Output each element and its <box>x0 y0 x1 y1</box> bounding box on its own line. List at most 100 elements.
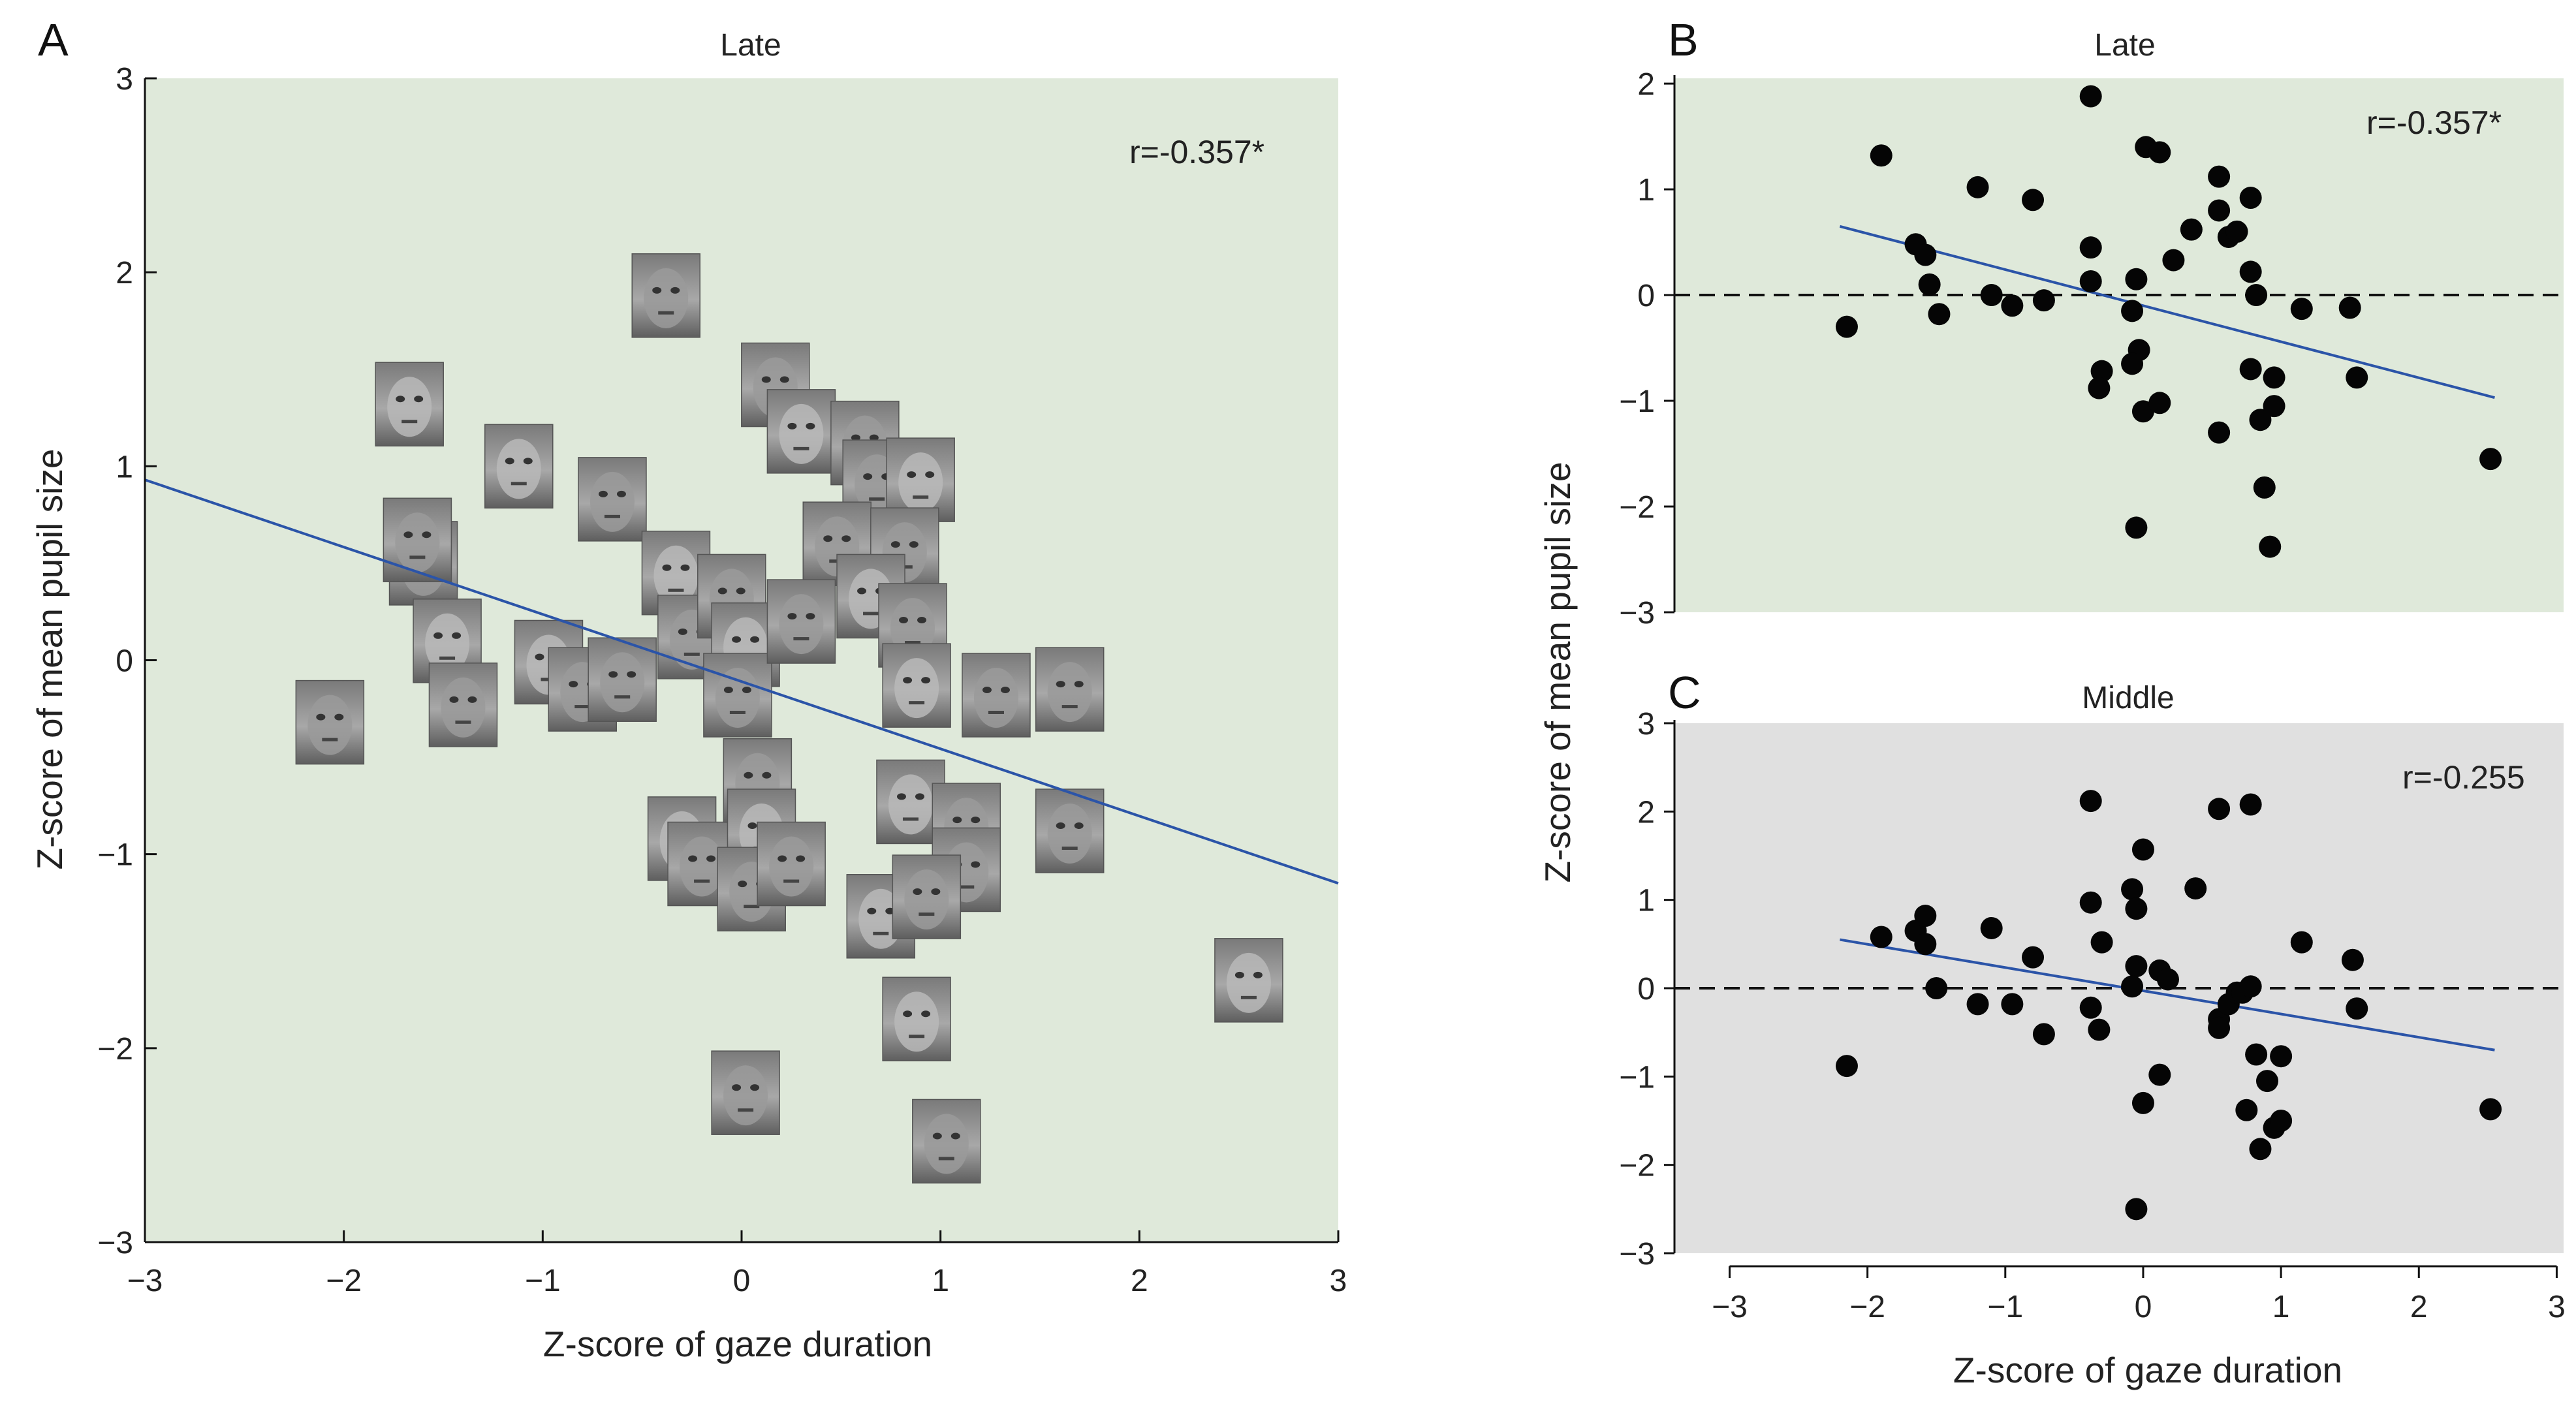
scatter-point <box>2090 931 2113 954</box>
x-tick-label: 3 <box>1330 1264 1347 1298</box>
scatter-point <box>2079 85 2102 108</box>
face-point <box>962 653 1031 738</box>
scatter-point <box>2290 931 2313 954</box>
x-tick-label: 1 <box>932 1264 949 1298</box>
y-tick-label: −2 <box>97 1032 133 1067</box>
scatter-point <box>2208 798 2231 820</box>
panel-b-trend-line <box>1839 225 2495 399</box>
panel-b-plot-area <box>1674 78 2564 612</box>
y-tick-label: 2 <box>1637 67 1655 102</box>
scatter-point <box>2256 1070 2278 1093</box>
scatter-point <box>2479 1098 2502 1121</box>
scatter-point <box>2032 289 2055 312</box>
scatter-point <box>2290 298 2313 320</box>
scatter-point <box>2022 189 2045 211</box>
x-tick-label: −3 <box>1712 1290 1748 1324</box>
panel-b-annotation: r=-0.357* <box>2366 104 2502 141</box>
scatter-point <box>2156 968 2179 991</box>
x-tick-label: −3 <box>127 1264 163 1298</box>
scatter-point <box>1870 144 1893 167</box>
panel-c-title: Middle <box>2082 681 2174 715</box>
face-point <box>484 424 554 509</box>
x-tick-label: 0 <box>733 1264 751 1298</box>
scatter-point <box>2239 975 2262 998</box>
y-tick-label: −1 <box>1619 1060 1655 1095</box>
scatter-point <box>1914 243 1937 266</box>
y-tick-label: −2 <box>1619 1149 1655 1183</box>
y-tick-label: 3 <box>116 62 133 97</box>
scatter-point <box>2131 400 2154 423</box>
face-point <box>631 253 700 338</box>
y-tick-label: 0 <box>1637 279 1655 313</box>
y-tick-label: −3 <box>97 1226 133 1260</box>
scatter-point <box>1914 933 1937 956</box>
scatter-point <box>2180 218 2203 241</box>
panel-a-xlabel: Z-score of gaze duration <box>543 1324 932 1364</box>
face-point <box>766 579 836 664</box>
panel-c: −3 −2 −1 0 1 2 3 −3 −2 −1 0 1 2 3 Middle r=-0.255 Z-s… <box>1619 681 2566 1390</box>
scatter-point <box>1914 905 1937 928</box>
scatter-point <box>2239 187 2262 210</box>
scatter-point <box>2125 897 2148 920</box>
y-tick-label: 1 <box>116 450 133 484</box>
y-tick-label: −2 <box>1619 490 1655 525</box>
scatter-point <box>2270 1110 2293 1132</box>
scatter-point <box>2125 955 2148 978</box>
scatter-point <box>2001 993 2024 1016</box>
y-tick-label: 0 <box>116 644 133 679</box>
panel-letter-b: B <box>1668 14 1699 65</box>
scatter-point <box>1966 176 1989 198</box>
scatter-point <box>1925 977 1948 999</box>
scatter-point <box>2079 236 2102 259</box>
scatter-point <box>2346 997 2368 1020</box>
x-tick-label: 2 <box>2410 1290 2428 1324</box>
scatter-point <box>1835 315 1858 338</box>
x-tick-label: 1 <box>2272 1290 2290 1324</box>
scatter-point <box>2263 366 2285 389</box>
scatter-point <box>2253 476 2276 499</box>
panel-b: −3 −2 −1 0 1 2 Late r=-0.357* <box>1619 28 2564 631</box>
scatter-point <box>2235 1099 2258 1121</box>
scatter-point <box>1980 284 2003 307</box>
panel-c-plot-area <box>1674 723 2564 1253</box>
face-point <box>757 821 826 907</box>
y-tick-label: −1 <box>97 838 133 873</box>
scatter-point <box>2245 284 2268 307</box>
panel-c-xlabel: Z-score of gaze duration <box>1953 1350 2342 1390</box>
scatter-point <box>2079 996 2102 1019</box>
panel-a-trend-line <box>144 478 1339 885</box>
scatter-point <box>2022 946 2045 969</box>
y-tick-label: −1 <box>1619 384 1655 419</box>
scatter-point <box>1835 1055 1858 1078</box>
x-tick-label: 3 <box>2548 1290 2566 1324</box>
scatter-point <box>2245 1043 2268 1066</box>
scatter-point <box>2239 260 2262 283</box>
scatter-point <box>2263 395 2285 418</box>
y-tick-label: 0 <box>1637 972 1655 1006</box>
scatter-point <box>1966 993 1989 1016</box>
y-tick-label: 1 <box>1637 173 1655 208</box>
scatter-point <box>2239 793 2262 816</box>
scatter-point <box>2208 199 2231 222</box>
y-tick-label: 1 <box>1637 884 1655 918</box>
panel-b-title: Late <box>2094 28 2155 63</box>
scatter-point <box>2121 352 2144 375</box>
scatter-point <box>2088 1018 2111 1041</box>
y-tick-label: 2 <box>116 256 133 290</box>
scatter-point <box>2270 1045 2293 1068</box>
scatter-point <box>2131 1091 2154 1114</box>
scatter-point <box>2079 891 2102 914</box>
scatter-point <box>2125 268 2148 290</box>
panel-a: −3 −2 −1 0 1 2 3 −3 −2 −1 0 1 2 3 Late r=-0.357* Z-sc… <box>29 28 1347 1364</box>
face-point <box>912 1099 981 1184</box>
face-point <box>882 643 951 728</box>
face-point <box>428 663 498 747</box>
face-point <box>578 457 647 542</box>
face-point <box>1035 788 1105 873</box>
face-point <box>766 389 836 474</box>
scatter-point <box>2479 448 2502 471</box>
scatter-point <box>2208 421 2231 444</box>
scatter-point <box>2249 409 2272 431</box>
panel-c-trend-line <box>1840 938 2495 1052</box>
scatter-point <box>2338 296 2361 319</box>
